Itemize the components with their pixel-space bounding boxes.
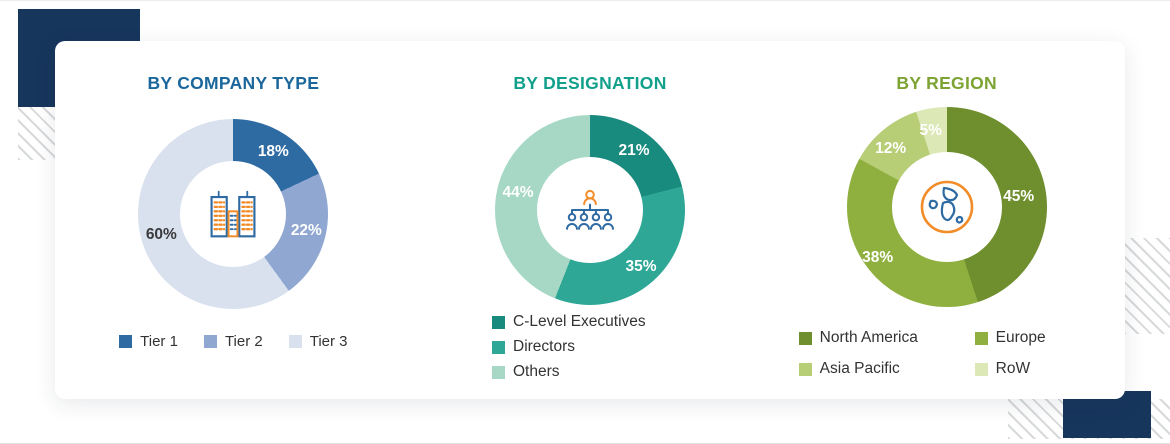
charts-card: BY COMPANY TYPE 18% 22% 60% <box>55 41 1125 399</box>
segment-label: 45% <box>1003 188 1035 205</box>
donut-hole <box>180 161 287 267</box>
segment-label: 38% <box>862 249 894 266</box>
legend-label: Others <box>513 363 560 380</box>
legend-item: Asia Pacific <box>798 360 975 378</box>
segment-label: 35% <box>625 258 657 275</box>
legend-item: Directors <box>492 338 688 356</box>
legend-swatch <box>492 340 505 354</box>
legend-swatch <box>492 365 505 379</box>
legend-swatch <box>798 362 812 376</box>
donut-hole <box>537 157 643 263</box>
legend-label: Asia Pacific <box>819 360 900 377</box>
legend-swatch <box>798 331 812 345</box>
legend-label: Directors <box>513 338 576 355</box>
legend-item: Tier 3 <box>288 333 348 350</box>
legend-label: North America <box>819 329 918 346</box>
segment-label: 60% <box>145 226 177 243</box>
legend-item: North America <box>798 329 975 347</box>
segment-label: 22% <box>290 222 322 239</box>
chart-section-company-type: BY COMPANY TYPE 18% 22% 60% <box>55 41 412 399</box>
legend-item: C-Level Executives <box>492 313 688 331</box>
buildings-icon <box>210 190 256 238</box>
legend-swatch <box>119 335 133 348</box>
legend-swatch <box>203 335 217 348</box>
donut-region: 45% 38% 12% 5% <box>846 107 1047 307</box>
legend-item: Tier 2 <box>203 333 263 350</box>
legend-label: Europe <box>995 329 1046 346</box>
chart-title-designation: BY DESIGNATION <box>513 73 667 93</box>
legend-region: North America Europe Asia Pacific RoW <box>798 329 1095 378</box>
segment-label: 12% <box>875 140 907 157</box>
legend-label: Tier 2 <box>224 333 263 350</box>
legend-swatch <box>288 335 302 348</box>
legend-swatch <box>974 362 988 376</box>
legend-designation: C-Level Executives Directors Others <box>492 313 688 381</box>
globe-icon <box>920 180 973 234</box>
donut-designation: 21% 35% 44% <box>495 115 685 305</box>
chart-title-region: BY REGION <box>896 73 997 93</box>
org-chart-icon <box>566 189 614 230</box>
segment-label: 44% <box>502 184 534 201</box>
legend-item: RoW <box>974 360 1095 378</box>
legend-label: C-Level Executives <box>513 313 646 330</box>
legend-company-type: Tier 1 Tier 2 Tier 3 <box>55 333 412 350</box>
legend-swatch <box>492 315 505 329</box>
chart-section-designation: BY DESIGNATION 21% 35% 44% <box>412 41 769 399</box>
legend-label: Tier 1 <box>140 333 178 350</box>
legend-item: Others <box>492 363 688 381</box>
chart-section-region: BY REGION 45% 38% 12% 5% <box>768 41 1125 399</box>
legend-swatch <box>974 331 988 345</box>
chart-title-company-type: BY COMPANY TYPE <box>147 73 320 93</box>
legend-label: Tier 3 <box>309 333 348 350</box>
legend-item: Tier 1 <box>119 333 178 350</box>
legend-label: RoW <box>995 360 1031 377</box>
segment-label: 5% <box>919 122 942 139</box>
segment-label: 18% <box>257 143 289 160</box>
decor-hatch-left <box>18 107 62 160</box>
segment-label: 21% <box>618 142 650 159</box>
donut-company-type: 18% 22% 60% <box>138 119 329 309</box>
donut-hole <box>891 152 1002 262</box>
legend-item: Europe <box>974 329 1095 347</box>
